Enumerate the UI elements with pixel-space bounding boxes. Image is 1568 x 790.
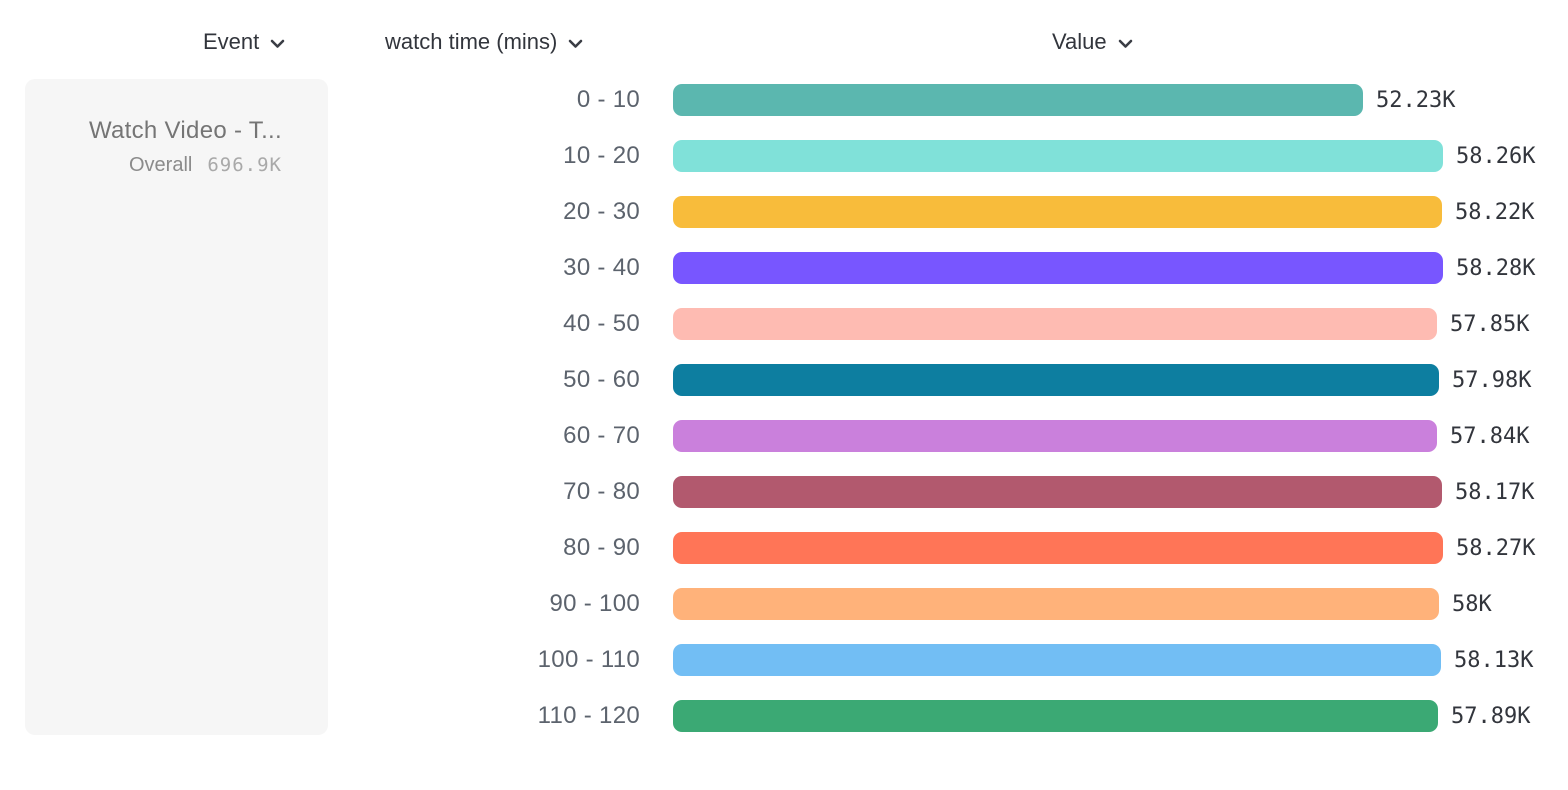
value-label: 57.98K <box>1452 367 1532 393</box>
bar[interactable] <box>673 196 1442 228</box>
value-label: 57.85K <box>1450 311 1530 337</box>
chevron-down-icon <box>270 39 285 49</box>
column-header-event-label: Event <box>203 29 260 54</box>
category-label: 90 - 100 <box>549 590 640 617</box>
overall-value: 696.9K <box>207 154 282 176</box>
chevron-down-icon <box>568 39 583 49</box>
column-header-value-label: Value <box>1052 29 1107 54</box>
chart-row: 50 - 60 57.98K <box>340 364 1535 396</box>
value-label: 52.23K <box>1376 87 1456 113</box>
value-label: 58K <box>1452 591 1492 617</box>
bar[interactable] <box>673 252 1443 284</box>
chart-row: 100 - 110 58.13K <box>340 644 1535 676</box>
chart-row: 60 - 70 57.84K <box>340 420 1535 452</box>
value-label: 58.17K <box>1455 479 1535 505</box>
category-label: 20 - 30 <box>563 198 640 225</box>
value-label: 58.26K <box>1456 143 1536 169</box>
value-label: 57.84K <box>1450 423 1530 449</box>
category-label: 10 - 20 <box>563 142 640 169</box>
overall-label: Overall <box>129 154 193 176</box>
bar[interactable] <box>673 644 1441 676</box>
category-label: 0 - 10 <box>576 86 640 113</box>
bar[interactable] <box>673 364 1439 396</box>
chart-row: 30 - 40 58.28K <box>340 252 1535 284</box>
bar[interactable] <box>673 308 1437 340</box>
bar-chart: 0 - 10 52.23K 10 - 20 58.26K 20 - 30 58.… <box>340 84 1535 756</box>
value-label: 58.22K <box>1455 199 1535 225</box>
bar[interactable] <box>673 476 1442 508</box>
category-label: 110 - 120 <box>537 702 640 729</box>
chart-row: 20 - 30 58.22K <box>340 196 1535 228</box>
chart-row: 90 - 100 58K <box>340 588 1535 620</box>
bar[interactable] <box>673 84 1363 116</box>
chart-row: 10 - 20 58.26K <box>340 140 1535 172</box>
category-label: 30 - 40 <box>563 254 640 281</box>
bar[interactable] <box>673 588 1439 620</box>
event-name: Watch Video - T... <box>88 117 282 144</box>
category-label: 40 - 50 <box>563 310 640 337</box>
value-label: 58.13K <box>1454 647 1534 673</box>
category-label: 70 - 80 <box>563 478 640 505</box>
value-label: 58.28K <box>1456 255 1536 281</box>
bar[interactable] <box>673 140 1443 172</box>
bar[interactable] <box>673 420 1437 452</box>
overall-row: Overall 696.9K <box>45 154 282 177</box>
chevron-down-icon <box>1118 39 1133 49</box>
bar[interactable] <box>673 532 1443 564</box>
chart-row: 40 - 50 57.85K <box>340 308 1535 340</box>
column-header-value[interactable]: Value <box>1052 29 1133 55</box>
value-label: 58.27K <box>1456 535 1536 561</box>
column-header-breakdown-label: watch time (mins) <box>385 29 558 54</box>
chart-row: 80 - 90 58.27K <box>340 532 1535 564</box>
column-header-breakdown[interactable]: watch time (mins) <box>385 29 583 55</box>
value-label: 57.89K <box>1451 703 1531 729</box>
column-header-event[interactable]: Event <box>203 29 285 55</box>
chart-row: 0 - 10 52.23K <box>340 84 1535 116</box>
event-legend-card[interactable]: Watch Video - T... Overall 696.9K <box>25 79 328 735</box>
bar[interactable] <box>673 700 1438 732</box>
category-label: 80 - 90 <box>563 534 640 561</box>
category-label: 60 - 70 <box>563 422 640 449</box>
chart-row: 110 - 120 57.89K <box>340 700 1535 732</box>
chart-row: 70 - 80 58.17K <box>340 476 1535 508</box>
category-label: 100 - 110 <box>537 646 640 673</box>
category-label: 50 - 60 <box>563 366 640 393</box>
